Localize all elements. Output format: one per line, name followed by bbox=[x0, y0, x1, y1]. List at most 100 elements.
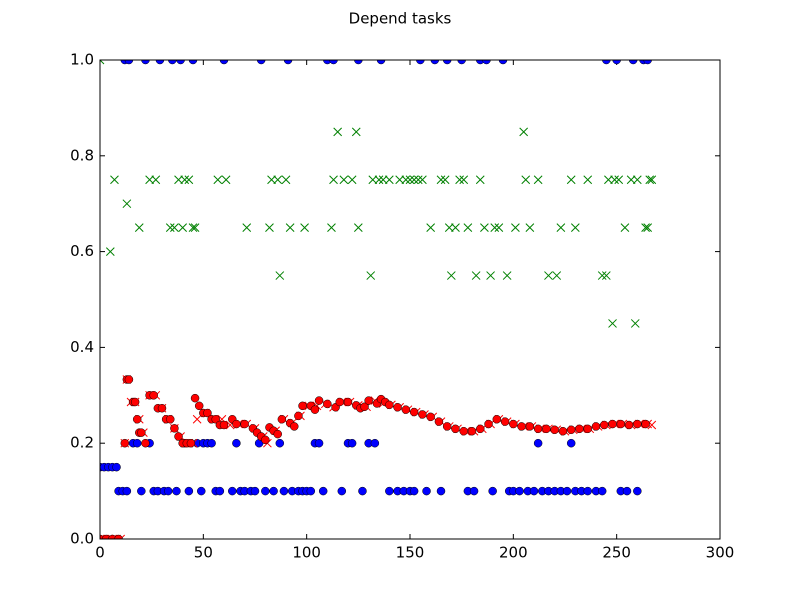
x-marker bbox=[490, 223, 500, 233]
x-marker bbox=[502, 271, 512, 280]
x-marker bbox=[552, 271, 562, 280]
x-marker bbox=[471, 271, 481, 280]
circle-marker bbox=[197, 486, 206, 496]
circle-marker bbox=[616, 419, 626, 429]
circle-marker bbox=[261, 486, 270, 496]
circle-marker bbox=[602, 60, 611, 65]
circle-marker bbox=[467, 426, 477, 436]
x-marker bbox=[395, 175, 405, 185]
circle-marker bbox=[290, 422, 299, 431]
x-marker bbox=[221, 175, 231, 185]
circle-marker bbox=[329, 60, 338, 65]
x-marker bbox=[620, 223, 630, 233]
circle-marker bbox=[418, 410, 427, 419]
circle-marker bbox=[184, 486, 194, 496]
circle-marker bbox=[294, 411, 303, 421]
y-tick-label: 1.0 bbox=[70, 51, 94, 69]
x-tick-label: 50 bbox=[194, 544, 213, 562]
circle-marker bbox=[228, 486, 237, 496]
x-marker bbox=[645, 175, 655, 185]
y-tick-label: 0.4 bbox=[70, 338, 94, 356]
circle-marker bbox=[137, 486, 146, 496]
x-marker bbox=[455, 175, 464, 185]
circle-marker bbox=[385, 400, 394, 410]
y-tick-label: 0.6 bbox=[70, 242, 94, 260]
x-marker bbox=[614, 175, 624, 185]
x-tick-label: 200 bbox=[499, 544, 528, 562]
x-marker bbox=[105, 247, 115, 256]
x-marker bbox=[519, 127, 529, 137]
x-marker bbox=[436, 175, 446, 185]
circle-marker bbox=[188, 60, 198, 65]
circle-marker bbox=[240, 419, 249, 429]
chart-title: Depend tasks bbox=[349, 10, 452, 28]
x-marker bbox=[401, 175, 411, 185]
x-marker bbox=[184, 175, 194, 185]
x-marker bbox=[446, 271, 456, 280]
plot-area bbox=[100, 60, 657, 539]
y-tick-label: 0.2 bbox=[70, 434, 94, 452]
circle-marker bbox=[108, 534, 117, 539]
circle-marker bbox=[426, 412, 435, 422]
x-marker bbox=[643, 223, 653, 233]
circle-marker bbox=[335, 397, 344, 407]
x-marker bbox=[122, 199, 132, 209]
x-marker bbox=[110, 175, 119, 185]
circle-marker bbox=[203, 408, 212, 418]
x-marker bbox=[608, 319, 617, 328]
circle-marker bbox=[517, 422, 526, 431]
circle-marker bbox=[459, 426, 468, 436]
x-marker bbox=[601, 271, 611, 280]
circle-marker bbox=[550, 425, 559, 435]
circle-marker bbox=[434, 417, 444, 426]
circle-marker bbox=[583, 486, 592, 496]
x-tick-label: 150 bbox=[396, 544, 425, 562]
y-tick-label: 0.0 bbox=[70, 530, 94, 548]
x-marker bbox=[418, 175, 427, 185]
x-marker bbox=[405, 175, 415, 185]
x-marker bbox=[285, 223, 295, 233]
circle-marker bbox=[484, 419, 493, 429]
x-marker bbox=[641, 223, 650, 233]
x-marker bbox=[413, 175, 423, 185]
x-marker bbox=[444, 223, 454, 233]
circle-marker bbox=[155, 60, 165, 65]
circle-marker bbox=[451, 424, 460, 434]
x-marker bbox=[480, 223, 489, 233]
x-marker bbox=[188, 223, 198, 233]
x-marker bbox=[213, 175, 223, 185]
circle-marker bbox=[525, 422, 535, 431]
x-marker bbox=[521, 175, 531, 185]
circle-marker bbox=[442, 60, 452, 65]
x-marker bbox=[384, 175, 394, 185]
circle-marker bbox=[597, 486, 607, 496]
x-tick-label: 0 bbox=[95, 544, 105, 562]
x-tick-label: 100 bbox=[292, 544, 321, 562]
x-marker bbox=[192, 414, 202, 424]
x-marker bbox=[604, 175, 613, 185]
circle-marker bbox=[163, 486, 173, 496]
circle-marker bbox=[256, 60, 266, 65]
circle-marker bbox=[343, 397, 353, 407]
x-marker bbox=[333, 127, 343, 137]
x-marker bbox=[366, 271, 376, 280]
circle-marker bbox=[132, 415, 142, 424]
x-marker bbox=[180, 175, 190, 185]
circle-marker bbox=[370, 438, 380, 448]
circle-marker bbox=[358, 486, 367, 496]
x-marker bbox=[556, 223, 566, 233]
circle-marker bbox=[124, 375, 134, 384]
circle-marker bbox=[112, 462, 121, 472]
x-marker bbox=[570, 223, 580, 233]
circle-marker bbox=[310, 405, 320, 414]
circle-marker bbox=[385, 486, 394, 496]
circle-marker bbox=[430, 60, 440, 65]
circle-marker bbox=[492, 415, 502, 424]
circle-marker bbox=[442, 422, 452, 431]
x-marker bbox=[242, 223, 252, 233]
circle-marker bbox=[114, 534, 123, 539]
circle-marker bbox=[166, 415, 175, 424]
x-marker bbox=[494, 223, 504, 233]
